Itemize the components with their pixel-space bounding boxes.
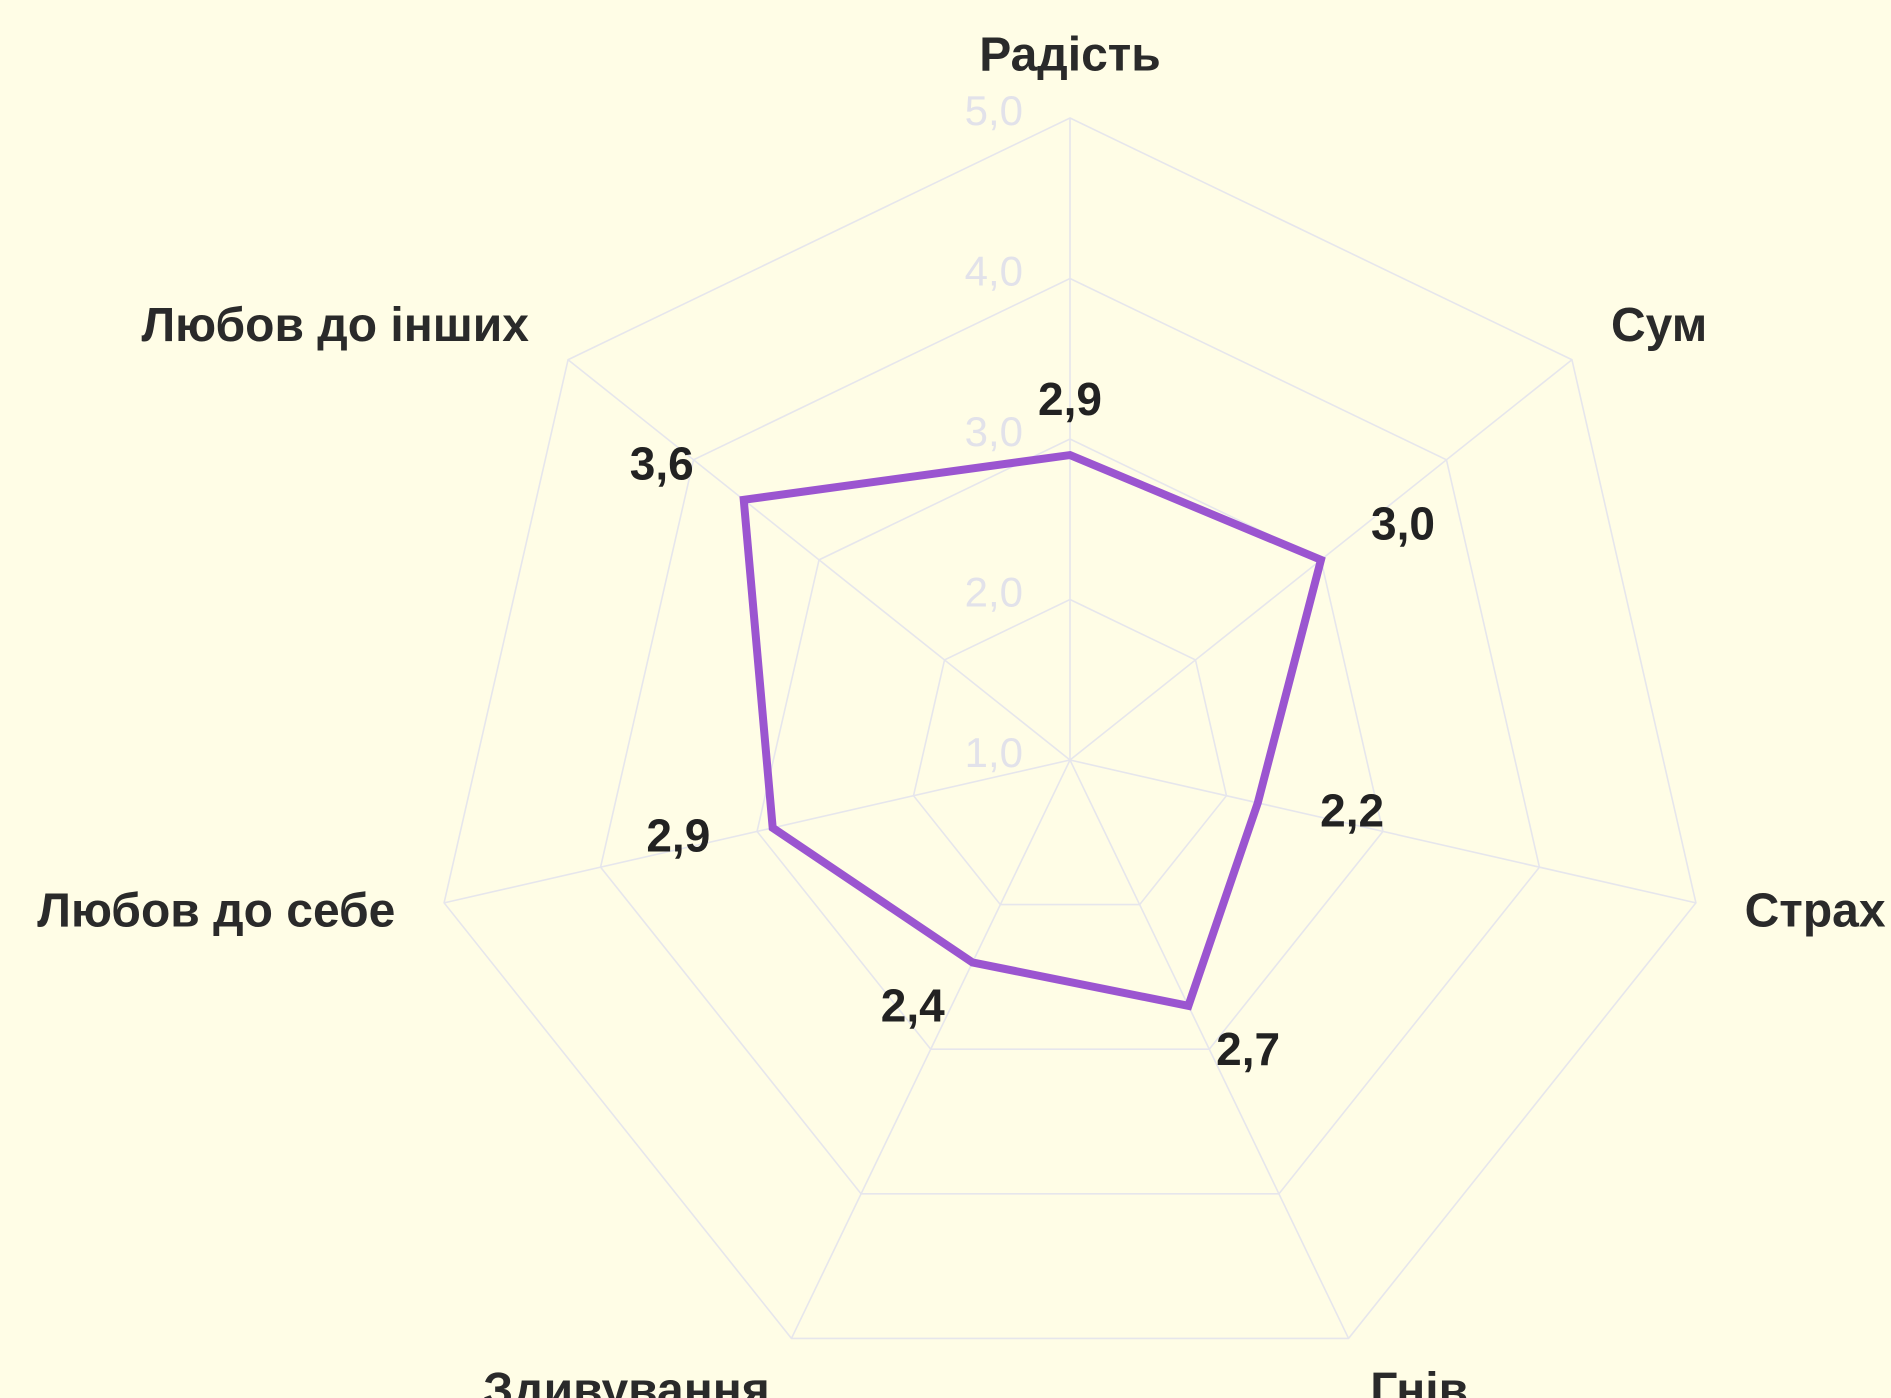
grid-ring: [912, 598, 1228, 906]
value-label: 2,9: [646, 810, 710, 862]
value-label: 2,7: [1216, 1023, 1280, 1075]
tick-label: 1,0: [965, 729, 1023, 776]
category-label: Сум: [1611, 299, 1707, 352]
grid-ring: [443, 117, 1697, 1340]
value-label: 2,2: [1320, 785, 1384, 837]
value-label: 2,4: [881, 979, 945, 1031]
radar-line: [739, 450, 1326, 1011]
category-label: Страх: [1745, 885, 1886, 938]
grid-ring: [599, 277, 1541, 1195]
tick-label: 5,0: [965, 87, 1023, 134]
grid-ring: [756, 438, 1384, 1051]
tick-label: 3,0: [965, 408, 1023, 455]
value-label: 3,0: [1371, 498, 1435, 550]
category-label: Здивування: [483, 1364, 770, 1398]
category-label: Любов до себе: [37, 885, 395, 938]
category-label: Гнів: [1370, 1364, 1468, 1398]
category-label: Радість: [979, 29, 1161, 82]
tick-label: 4,0: [965, 248, 1023, 295]
tick-label: 2,0: [965, 569, 1023, 616]
category-label: Любов до інших: [141, 299, 529, 352]
value-label: 2,9: [1038, 373, 1102, 425]
value-label: 3,6: [630, 438, 694, 490]
